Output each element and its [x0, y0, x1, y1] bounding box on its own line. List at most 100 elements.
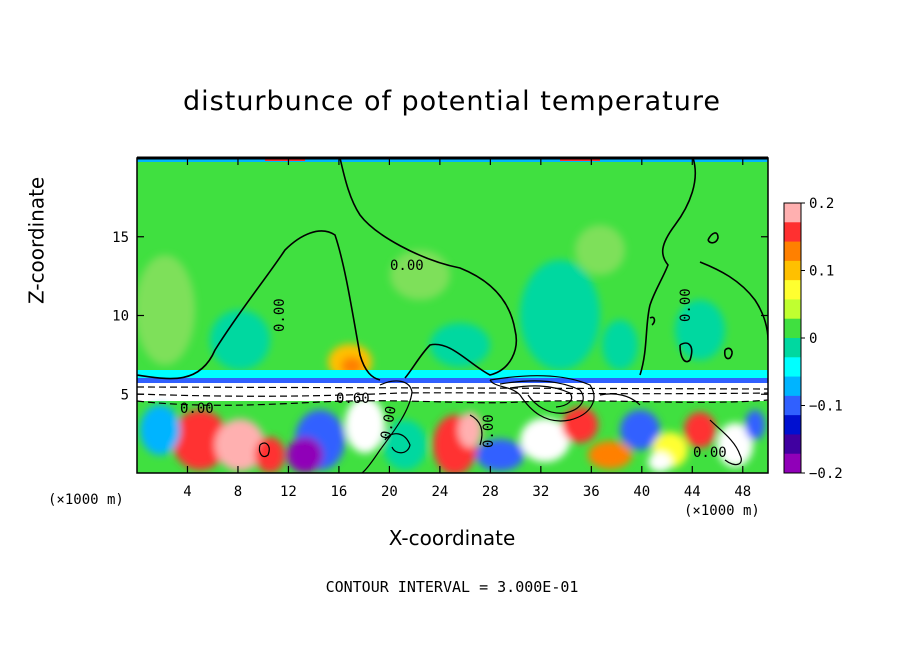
- contour-loop-1: [707, 232, 719, 244]
- heatmap-field: [137, 158, 768, 473]
- contour-label-7: 0.00: [378, 405, 400, 441]
- colorbar-swatch: [784, 357, 801, 378]
- chart-title: disturbunce of potential temperature: [183, 86, 721, 117]
- dashed-line-2: [137, 392, 768, 397]
- field-cool-column: [520, 260, 600, 370]
- dashed-line-1: [137, 386, 768, 390]
- colorbar-swatch: [784, 318, 801, 339]
- colorbar-tick-label: 0.2: [809, 196, 834, 212]
- colorbar-swatch: [784, 453, 801, 474]
- contour-label-8: 0.60: [336, 391, 370, 407]
- field-warm-patch-2: [575, 225, 625, 275]
- field-low-hot-1: [215, 419, 265, 471]
- contour-loop-4: [649, 316, 656, 326]
- contour-label-4: 0.00: [180, 401, 214, 417]
- colorbar-swatch: [784, 203, 801, 223]
- contour-loop-3: [723, 347, 733, 360]
- turb-loop-1: [489, 375, 595, 422]
- x-tick-label: 8: [234, 484, 242, 500]
- x-tick-label: 48: [734, 484, 751, 500]
- field-low-white-1: [345, 397, 385, 453]
- contour-lines: [137, 158, 768, 381]
- x-tick-label: 16: [330, 484, 347, 500]
- colorbar: 0.2 0.1 0 −0.1 −0.2: [783, 196, 843, 482]
- contour-line-2: [339, 158, 517, 379]
- colorbar-swatch: [784, 415, 801, 435]
- colorbar-swatch: [784, 280, 801, 300]
- contour-line-4: [699, 261, 768, 341]
- turb-line-2: [469, 414, 483, 446]
- field-top-strip: [137, 158, 768, 162]
- colorbar-tick-label: 0.1: [809, 264, 834, 280]
- field-band-white: [137, 383, 768, 401]
- x-axis-ticks: 4 8 12 16 20 24 28 32 36 40 44 48: [183, 158, 751, 500]
- x-axis-unit-left: (×1000 m): [48, 492, 124, 508]
- field-low-teal-1: [383, 420, 427, 470]
- colorbar-tick-label: −0.1: [809, 399, 843, 415]
- colorbar-swatch: [784, 395, 801, 416]
- turb-line-1: [361, 380, 413, 473]
- contour-dashed: [137, 386, 768, 406]
- field-low-cool-5: [745, 410, 765, 440]
- contour-line-1: [137, 230, 381, 381]
- dashed-line-3: [137, 399, 768, 406]
- colorbar-swatch: [784, 299, 801, 320]
- contour-label-2: 0.00: [272, 298, 288, 332]
- field-warm-patch-1: [390, 250, 450, 300]
- field-low-cool-1: [140, 405, 180, 455]
- x-tick-label: 32: [532, 484, 549, 500]
- field-low-warm-2: [255, 437, 285, 473]
- field-low-cool-3: [476, 439, 524, 471]
- x-tick-label: 28: [482, 484, 499, 500]
- colorbar-tick-label: 0: [809, 331, 817, 347]
- colorbar-swatch: [784, 376, 801, 397]
- field-cool-patch-4: [675, 300, 725, 360]
- y-tick-label: 15: [112, 230, 129, 246]
- x-tick-label: 40: [633, 484, 650, 500]
- field-low-white-2: [520, 418, 570, 462]
- turb-loop-4: [384, 433, 411, 454]
- contour-label-1: 0.00: [390, 258, 424, 274]
- x-axis-label: X-coordinate: [388, 526, 516, 550]
- field-upper-left-warm: [137, 255, 195, 365]
- field-cool-patch-3: [602, 320, 638, 370]
- turb-line-3: [709, 419, 742, 466]
- colorbar-tick-label: −0.2: [809, 466, 843, 482]
- turb-loop-2: [499, 380, 584, 414]
- colorbar-swatch: [784, 222, 801, 243]
- field-low-warm-4: [562, 407, 598, 443]
- turb-loop-3: [509, 385, 573, 408]
- field-low-cool-4: [620, 410, 660, 450]
- colorbar-swatch: [784, 260, 801, 281]
- field-band-blue: [137, 378, 768, 383]
- contour-line-3: [639, 158, 697, 376]
- x-tick-label: 20: [381, 484, 398, 500]
- field-low-warm-6: [684, 412, 716, 448]
- field-cool-patch-1: [210, 310, 270, 370]
- contour-interval: CONTOUR INTERVAL = 3.000E-01: [325, 578, 579, 596]
- colorbar-swatch: [784, 241, 801, 262]
- turb-loop-5: [258, 442, 270, 458]
- x-tick-label: 36: [583, 484, 600, 500]
- contour-label-3: 0.00: [678, 288, 694, 322]
- x-tick-label: 24: [431, 484, 448, 500]
- field-low-hot-2: [458, 412, 482, 448]
- field-cool-patch-2: [430, 323, 490, 367]
- y-tick-label: 10: [112, 309, 129, 325]
- colorbar-swatch: [784, 434, 801, 455]
- contour-label-5: 0.00: [693, 445, 727, 461]
- contour-turbulence: [258, 375, 742, 473]
- contour-label-6: 0.00: [481, 414, 497, 448]
- field-low-cold-1: [287, 437, 323, 473]
- x-tick-label: 44: [684, 484, 701, 500]
- field-low-warm-5: [588, 441, 632, 469]
- colorbar-swatch: [784, 338, 801, 358]
- x-tick-label: 4: [183, 484, 191, 500]
- contour-loop-2: [679, 342, 693, 363]
- x-axis-unit-right: (×1000 m): [684, 503, 760, 519]
- y-axis-ticks: 5 10 15: [112, 230, 768, 403]
- field-low-white-4: [648, 452, 672, 472]
- contour-label-group: 0.00 0.00 0.00 0.00 0.00 0.00 0.00 0.60: [180, 258, 727, 461]
- turb-line-4: [599, 393, 641, 406]
